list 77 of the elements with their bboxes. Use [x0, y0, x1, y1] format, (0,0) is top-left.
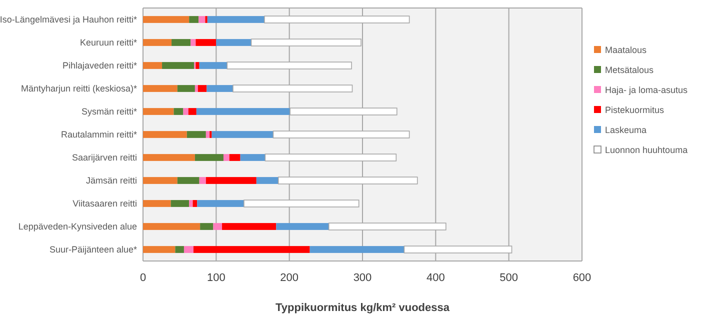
- bar: [256, 177, 278, 184]
- bar: [175, 246, 184, 253]
- bar: [222, 223, 276, 230]
- bar: [190, 39, 196, 46]
- bar: [310, 246, 404, 253]
- bar: [206, 85, 233, 92]
- bar: [199, 62, 228, 69]
- bar: [194, 154, 224, 161]
- bar: [143, 177, 178, 184]
- x-tick-label: 300: [353, 272, 372, 284]
- bar: [174, 108, 184, 115]
- text: Luonnon huuhtouma: [605, 145, 688, 155]
- bar: [143, 85, 178, 92]
- bar: [194, 85, 198, 92]
- bar: [216, 39, 252, 46]
- bar: [170, 200, 190, 207]
- bar: [183, 108, 188, 115]
- bar: [143, 200, 171, 207]
- bar: [188, 108, 196, 115]
- bar: [143, 154, 195, 161]
- bar: [143, 246, 176, 253]
- bar: [172, 39, 191, 46]
- bar: [177, 85, 195, 92]
- bar: [276, 223, 329, 230]
- bar: [143, 223, 200, 230]
- y-tick-label: Rautalammin reitti*: [60, 130, 138, 140]
- legend-label: Haja- ja loma-asutus: [605, 85, 688, 95]
- bar: [240, 154, 266, 161]
- bar: [143, 131, 187, 138]
- bar: [212, 131, 274, 138]
- legend-label: Metsätalous: [605, 65, 654, 75]
- bar: [197, 200, 244, 207]
- y-tick-label: Saarijärven reitti: [72, 152, 137, 163]
- bar: [196, 39, 216, 46]
- x-tick-label: 600: [572, 272, 592, 284]
- bar: [162, 62, 194, 69]
- x-tick-label: 200: [280, 272, 299, 284]
- bar: [143, 108, 174, 115]
- x-tick-label: 400: [426, 272, 445, 284]
- bar: [206, 131, 210, 138]
- y-tick-label: Viitasaaren reitti: [72, 198, 137, 209]
- y-tick-label: Jämsän reitti: [86, 176, 137, 186]
- legend-label: Maatalous: [605, 45, 648, 55]
- bar: [192, 200, 198, 207]
- bar: [198, 85, 207, 92]
- x-axis-title: Typpikuormitus kg/km² vuodessa: [275, 302, 450, 314]
- bar: [206, 177, 256, 184]
- bar: [198, 16, 206, 23]
- bar: [184, 246, 194, 253]
- y-tick-label: Keuruun reitti*: [80, 38, 138, 48]
- y-tick-label: Iso-Längelmävesi ja Hauhon reitti*: [0, 14, 138, 25]
- bar: [143, 62, 162, 69]
- bar: [229, 154, 240, 161]
- bar: [143, 39, 172, 46]
- bar: [143, 16, 190, 23]
- bar: [196, 108, 290, 115]
- x-tick-label: 0: [140, 272, 146, 284]
- legend-label: Laskeuma: [605, 125, 647, 135]
- bar: [186, 131, 206, 138]
- bar: [199, 177, 206, 184]
- y-tick-label: Sysmän reitti*: [81, 106, 138, 117]
- bar: [223, 154, 230, 161]
- bar: [189, 200, 193, 207]
- bar: [193, 246, 310, 253]
- y-tick-label: Pihlajaveden reitti*: [62, 60, 138, 71]
- bar: [189, 16, 199, 23]
- y-tick-label: Suur-Päijänteen alue*: [49, 244, 138, 255]
- y-tick-label: Mäntyharjun reitti (keskiosa)*: [20, 84, 138, 94]
- bar: [213, 223, 222, 230]
- bar: [196, 62, 200, 69]
- x-tick-label: 500: [500, 272, 518, 284]
- legend-label: Pistekuormitus: [605, 105, 665, 115]
- bar: [207, 16, 264, 23]
- x-tick-label: 100: [206, 272, 226, 284]
- y-tick-label: Leppäveden-Kynsiveden alue: [18, 222, 137, 232]
- bar: [200, 223, 214, 230]
- bar: [177, 177, 200, 184]
